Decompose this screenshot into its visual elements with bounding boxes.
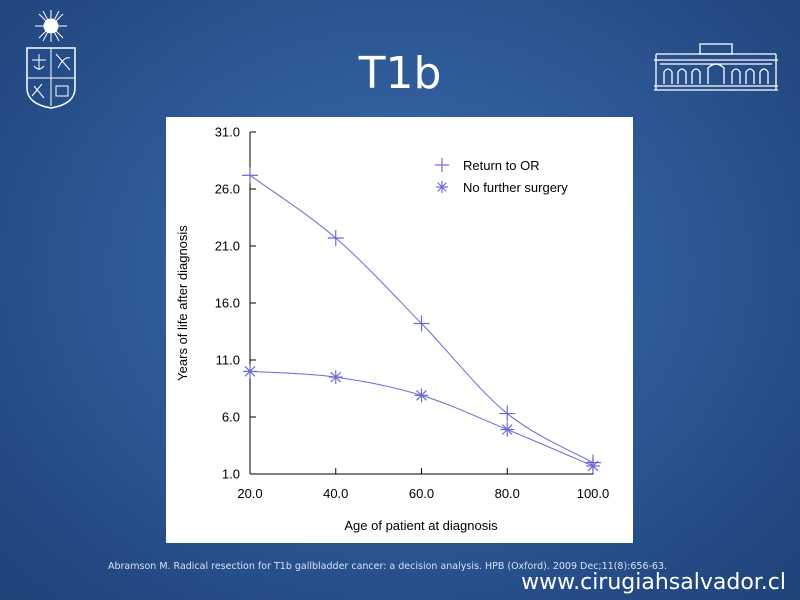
legend: Return to OR No further surgery <box>435 158 568 195</box>
data-point-no-further-surgery <box>500 422 515 437</box>
y-axis-label: Years of life after diagnosis <box>175 225 190 381</box>
hospital-building-icon <box>654 43 778 91</box>
data-point-no-further-surgery <box>414 388 429 403</box>
y-tick-label: 21.0 <box>215 239 240 254</box>
citation-text: Abramson M. Radical resection for T1b ga… <box>108 561 668 572</box>
y-tick-label: 6.0 <box>222 410 240 425</box>
data-point-no-further-surgery <box>243 364 257 379</box>
y-tick-label: 26.0 <box>215 182 240 197</box>
slide-title: T1b <box>358 48 442 99</box>
legend-marker-no-further-surgery <box>436 181 448 193</box>
x-tick-label: 40.0 <box>323 486 348 501</box>
data-point-return-to-or <box>413 315 430 332</box>
y-tick-label: 1.0 <box>222 467 240 482</box>
y-tick-label: 31.0 <box>215 125 240 140</box>
series-line-no-further-surgery <box>249 370 594 467</box>
x-tick-label: 60.0 <box>409 486 434 501</box>
website-url[interactable]: www.cirugiahsalvador.cl <box>521 570 786 595</box>
legend-label-no-further-surgery: No further surgery <box>463 180 568 195</box>
data-point-no-further-surgery <box>586 459 600 474</box>
data-point-return-to-or <box>499 405 516 422</box>
chart-panel: 1.0 6.0 11.0 16.0 21.0 26.0 31.0 20.0 40.0 60.0 8… <box>166 117 633 543</box>
y-tick-label: 16.0 <box>215 296 240 311</box>
data-point-return-to-or <box>242 167 258 184</box>
data-point-return-to-or <box>327 230 344 247</box>
x-axis-label: Age of patient at diagnosis <box>344 518 498 533</box>
legend-marker-return-to-or <box>435 158 449 172</box>
university-seal-icon <box>26 10 76 109</box>
survival-line-chart: 1.0 6.0 11.0 16.0 21.0 26.0 31.0 20.0 40.0 60.0 8… <box>175 125 610 534</box>
data-point-no-further-surgery <box>328 370 343 385</box>
y-tick-label: 11.0 <box>216 353 240 368</box>
university-seal-logo <box>22 8 80 110</box>
x-tick-label: 20.0 <box>237 486 262 501</box>
hospital-building-logo <box>652 42 780 94</box>
x-tick-label: 80.0 <box>495 486 520 501</box>
x-tick-label: 100.0 <box>577 486 610 501</box>
legend-label-return-to-or: Return to OR <box>463 158 540 173</box>
